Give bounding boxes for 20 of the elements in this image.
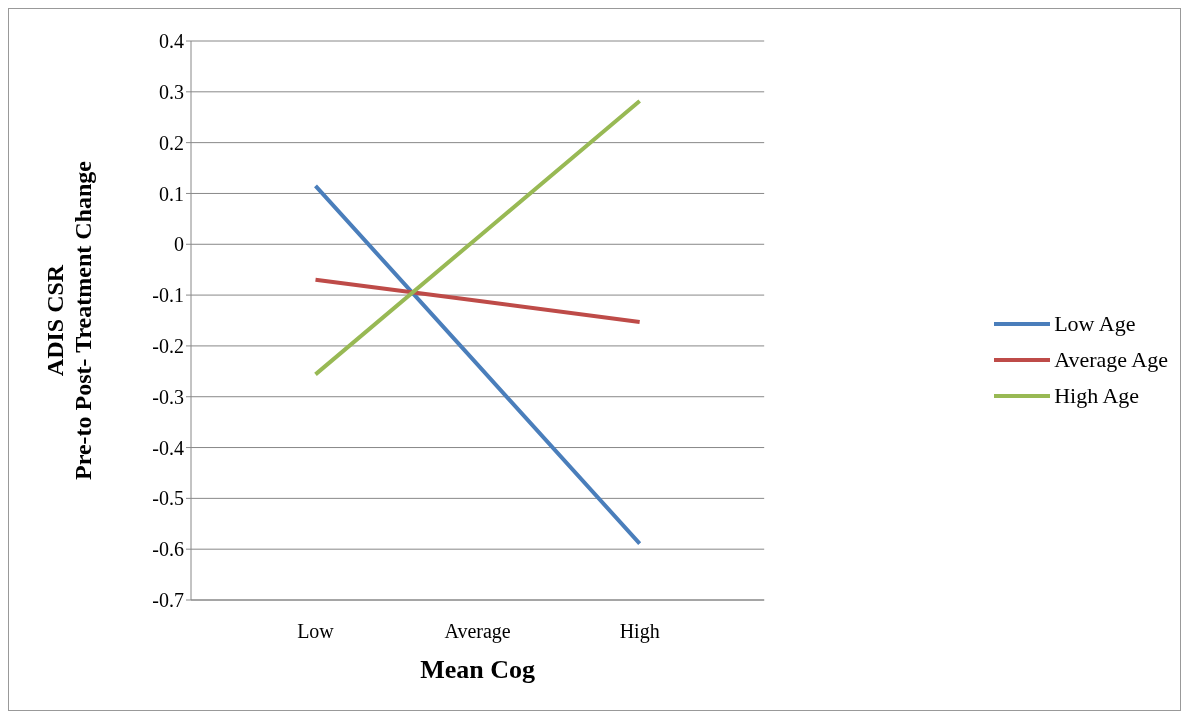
- legend-label: Average Age: [1054, 346, 1168, 373]
- y-axis-title: ADIS CSR Pre-to Post- Treatment Change: [42, 160, 96, 480]
- y-tick-label: -0.7: [152, 589, 184, 612]
- y-tick-label: -0.5: [152, 487, 184, 510]
- y-tick-label: 0.3: [159, 80, 184, 103]
- y-tick-label: 0.2: [159, 131, 184, 154]
- x-tick-label: Average: [444, 620, 511, 644]
- x-tick-label: Low: [297, 620, 335, 643]
- y-tick-label: -0.3: [152, 385, 184, 408]
- x-axis-title: Mean Cog: [420, 655, 535, 684]
- y-tick-label: 0.4: [159, 30, 184, 53]
- legend-label: Low Age: [1054, 310, 1136, 337]
- y-tick-label: 0: [174, 233, 184, 256]
- legend-label: High Age: [1054, 382, 1140, 409]
- y-tick-label: 0.1: [159, 182, 184, 205]
- y-tick-label: -0.2: [152, 335, 184, 358]
- y-tick-label: -0.4: [152, 436, 184, 459]
- x-tick-label: High: [619, 620, 660, 644]
- y-tick-label: -0.1: [152, 284, 184, 307]
- y-tick-label: -0.6: [152, 538, 184, 561]
